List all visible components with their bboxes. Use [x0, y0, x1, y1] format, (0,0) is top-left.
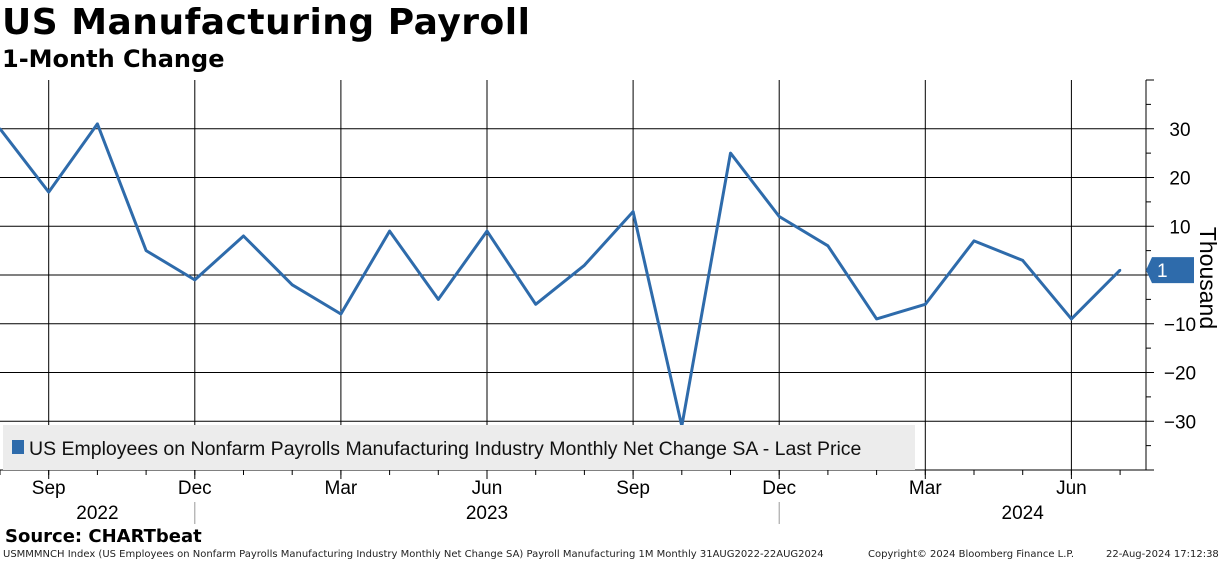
data-point	[485, 229, 489, 233]
x-tick-label: Dec	[178, 478, 212, 499]
x-year-label: 2023	[466, 503, 508, 524]
series-layer	[0, 122, 1122, 428]
x-tick-label: Jun	[472, 478, 503, 499]
chart-title: US Manufacturing Payroll	[2, 2, 531, 43]
data-point	[47, 190, 50, 194]
y-tick-label: 20	[1169, 169, 1190, 190]
y-axis-label: Thousand	[1195, 227, 1221, 329]
last-value-badge	[1146, 257, 1194, 284]
x-year-label: 2022	[76, 503, 118, 524]
chart-subtitle: 1-Month Change	[2, 45, 225, 73]
data-point	[144, 249, 148, 252]
data-point	[729, 151, 732, 155]
data-point	[242, 234, 245, 238]
x-year-label: 2024	[1002, 503, 1045, 524]
x-tick-label: Sep	[32, 478, 66, 499]
x-tick-label: Mar	[325, 478, 358, 499]
x-tick-label: Sep	[616, 478, 650, 499]
x-tick-label: Jun	[1056, 478, 1087, 499]
data-point	[875, 317, 878, 321]
data-point	[1118, 268, 1122, 272]
timestamp: 22-Aug-2024 17:12:38	[1106, 549, 1219, 560]
y-axis-ticks: 30 20 10 −10 −20 −30	[1146, 79, 1196, 471]
ticker-info: USMMMNCH Index (US Employees on Nonfarm …	[3, 549, 824, 560]
data-point	[193, 278, 196, 282]
x-tick-label: Dec	[762, 478, 796, 499]
data-point	[631, 210, 635, 213]
data-point	[778, 215, 781, 218]
data-point	[924, 303, 927, 306]
series-line	[0, 122, 1122, 428]
data-point	[0, 127, 2, 130]
data-point	[583, 264, 586, 267]
source-note: Source: CHARTbeat	[5, 526, 202, 547]
y-tick-label: −20	[1164, 364, 1196, 385]
data-point	[388, 229, 391, 233]
data-point	[96, 122, 99, 126]
y-tick-label: −10	[1164, 315, 1196, 336]
x-axis-ticks: Sep Dec Mar Jun Sep Dec Mar Jun 2022 2023 2024	[0, 470, 1121, 524]
data-point	[826, 244, 830, 247]
y-tick-label: 30	[1169, 120, 1190, 141]
data-point	[1021, 259, 1024, 262]
data-point	[437, 298, 440, 301]
data-point	[972, 239, 976, 243]
chart-svg: 30 20 10 −10 −20 −30 Sep Dec Mar Jun Sep Dec Mar Jun…	[0, 79, 1221, 524]
copyright: Copyright© 2024 Bloomberg Finance L.P.	[868, 549, 1075, 560]
y-tick-label: −30	[1164, 412, 1196, 433]
data-point	[291, 283, 294, 286]
last-value-label: 1	[1157, 261, 1168, 282]
legend-swatch	[12, 440, 24, 454]
last-value-marker: 1	[1146, 257, 1194, 284]
data-point	[1070, 317, 1073, 321]
data-point	[339, 312, 343, 316]
x-tick-label: Mar	[909, 478, 942, 499]
legend-label: US Employees on Nonfarm Payrolls Manufac…	[29, 438, 862, 460]
y-tick-label: 10	[1169, 217, 1190, 238]
legend	[3, 425, 915, 470]
data-point	[534, 303, 537, 306]
